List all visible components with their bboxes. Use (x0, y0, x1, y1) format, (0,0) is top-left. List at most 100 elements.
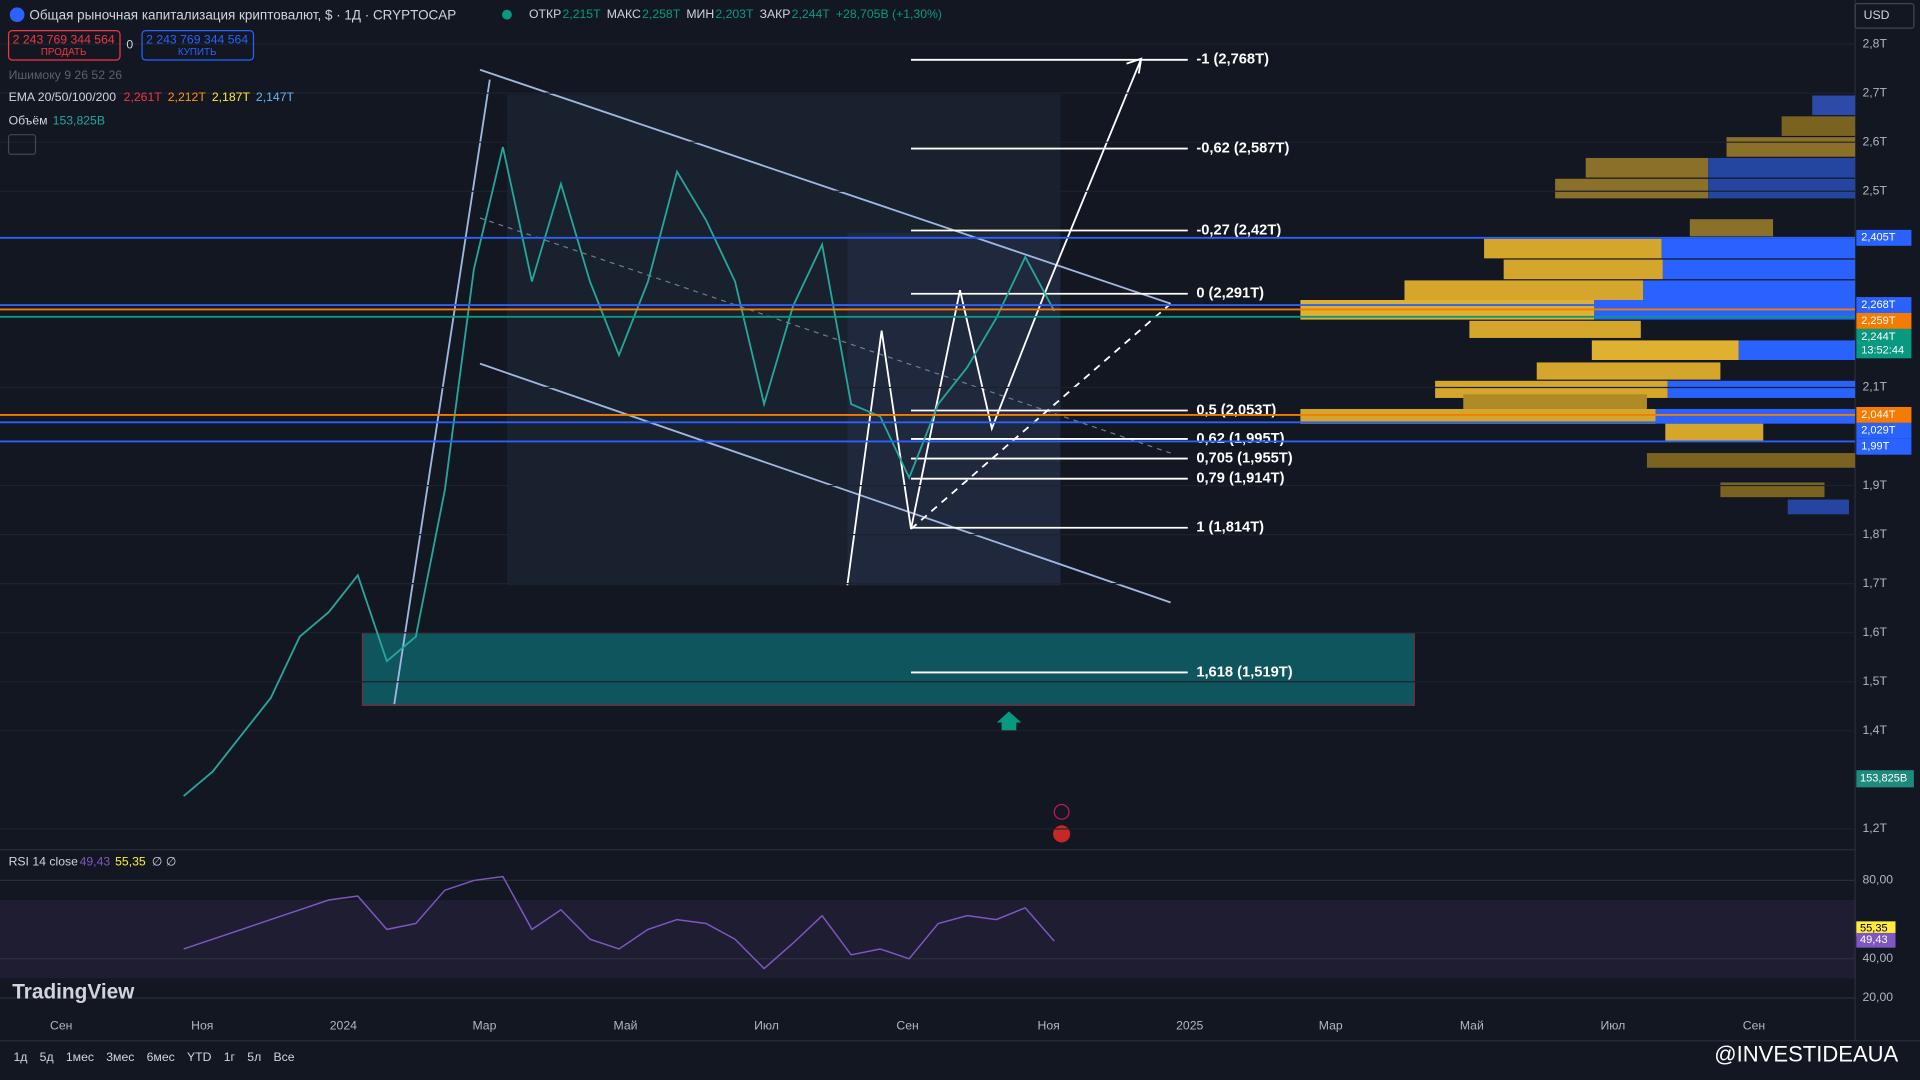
event-icon[interactable] (1053, 825, 1071, 843)
time-label: Сен (50, 1018, 72, 1032)
price-tick-label: 1,2T (1862, 821, 1887, 835)
vp-bar (1300, 408, 1656, 424)
range-button[interactable]: 1мес (66, 1050, 94, 1064)
range-box-inner (847, 232, 1061, 586)
vp-bar (1503, 259, 1663, 280)
fib-label: 0,5 (2,053T) (1196, 402, 1276, 418)
spread: 0 (126, 38, 133, 52)
range-button[interactable]: YTD (187, 1050, 212, 1064)
rsi-badge (1856, 921, 1896, 937)
fib-label: -0,27 (2,42T) (1196, 222, 1281, 238)
rsi-value: 49,43 (80, 854, 111, 868)
range-button[interactable]: 1г (224, 1050, 236, 1064)
ohlc-key: ОТКР (529, 7, 561, 21)
range-button[interactable]: 5л (247, 1050, 261, 1064)
ohlc-key: ЗАКР (760, 7, 791, 21)
buy-button[interactable] (141, 30, 255, 61)
range-button[interactable]: 1д (13, 1050, 27, 1064)
rsi-line (183, 875, 1055, 970)
vp-bar (1708, 157, 1856, 178)
price-badge-label: 2,259T (1861, 315, 1896, 327)
vp-bar (1787, 499, 1849, 515)
rsi-tick-label: 80,00 (1862, 873, 1893, 887)
price-badge (1856, 297, 1912, 314)
volume-badge-label: 153,825B (1860, 773, 1907, 785)
price-badge (1856, 313, 1912, 329)
up-arrow-icon (996, 711, 1022, 732)
vp-bar (1646, 453, 1856, 468)
sell-price: 2 243 769 344 564 (13, 33, 115, 47)
ohlc-key: МАКС (607, 7, 641, 21)
price-tick-label: 1,7T (1862, 576, 1887, 590)
trend-line (479, 362, 1171, 604)
symbol-title: Общая рыночная капитализация криптовалют… (29, 7, 456, 22)
price-line (183, 146, 1056, 797)
range-button[interactable]: 3мес (106, 1050, 134, 1064)
vp-bar (1463, 394, 1647, 409)
price-badge-label: 2,268T (1861, 299, 1896, 311)
vp-bar (1661, 238, 1856, 259)
vp-bar (1665, 423, 1764, 441)
price-tick-label: 1,9T (1862, 478, 1887, 492)
rsi-band (0, 900, 1856, 979)
watermark: TradingView (12, 981, 135, 1004)
currency: USD (1864, 8, 1890, 22)
collapse-button[interactable] (7, 134, 37, 155)
ohlc-change: +28,705B (+1,30%) (836, 7, 942, 21)
ohlc-value: 2,258T (642, 7, 681, 21)
price-badge-label: 2,244T (1861, 331, 1896, 343)
time-label: Ноя (191, 1018, 213, 1032)
price-badge-label: 2,044T (1861, 409, 1896, 421)
fib-label: 0,62 (1,995T) (1196, 431, 1284, 447)
rsi-label: RSI 14 close (9, 854, 79, 868)
dashed-line (479, 217, 1171, 454)
event-icon[interactable] (1053, 803, 1070, 820)
fib-label: 0,79 (1,914T) (1196, 471, 1284, 487)
rsi-badge-label: 55,35 (1860, 923, 1888, 935)
fib-label: 0 (2,291T) (1196, 286, 1264, 302)
time-label: 2024 (330, 1018, 357, 1032)
fib-label: -0,62 (2,587T) (1196, 140, 1289, 156)
price-tick-label: 1,8T (1862, 527, 1887, 541)
vp-bar (1689, 219, 1774, 237)
drawings (393, 57, 1172, 843)
price-badge (1856, 406, 1912, 423)
ema-value: 2,187T (212, 90, 251, 104)
ichimoku-label: Ишимоку 9 26 52 26 (9, 68, 123, 82)
ohlc-row: ОТКР 2,215T МАКС 2,258T МИН 2,203T ЗАКР 2,244T +… (529, 7, 942, 21)
time-label: Июл (754, 1018, 779, 1032)
countdown: 13:52:44 (1861, 344, 1904, 356)
price-badge (1856, 422, 1912, 439)
vp-bar (1726, 137, 1856, 157)
fib-label: -1 (2,768T) (1196, 52, 1269, 68)
vp-bar (1812, 95, 1856, 116)
vp-bar (1662, 259, 1856, 280)
time-label: 2025 (1176, 1018, 1203, 1032)
price-badge (1856, 438, 1912, 455)
range-button[interactable]: 5д (40, 1050, 54, 1064)
time-label: Июл (1600, 1018, 1625, 1032)
vp-bar (1404, 280, 1644, 300)
currency-button[interactable] (1854, 3, 1915, 29)
range-button[interactable]: 6мес (147, 1050, 175, 1064)
ohlc-value: 2,244T (792, 7, 831, 21)
price-tick-label: 2,5T (1862, 183, 1887, 197)
symbol-icon (9, 7, 25, 23)
vp-bar (1738, 340, 1856, 360)
ohlc-value: 2,203T (715, 7, 754, 21)
vp-bar (1484, 238, 1662, 259)
sell-button[interactable] (7, 30, 121, 61)
volume-badge (1856, 770, 1914, 788)
time-label: Мар (472, 1018, 496, 1032)
dynamic-layer: 2,8T 2,7T 2,6T 2,5T 2,1T 1,9T 1,8T 1,7T 1,6T 1,5T… (0, 36, 1912, 1032)
ema-value: 2,147T (256, 90, 295, 104)
price-badge-label: 1,99T (1861, 441, 1889, 453)
rsi-tick-label: 20,00 (1862, 990, 1893, 1004)
time-label: Мар (1319, 1018, 1343, 1032)
buy-price: 2 243 769 344 564 (146, 33, 248, 47)
ohlc-value: 2,215T (562, 7, 601, 21)
range-button[interactable]: Все (273, 1050, 294, 1064)
time-label: Май (613, 1018, 637, 1032)
